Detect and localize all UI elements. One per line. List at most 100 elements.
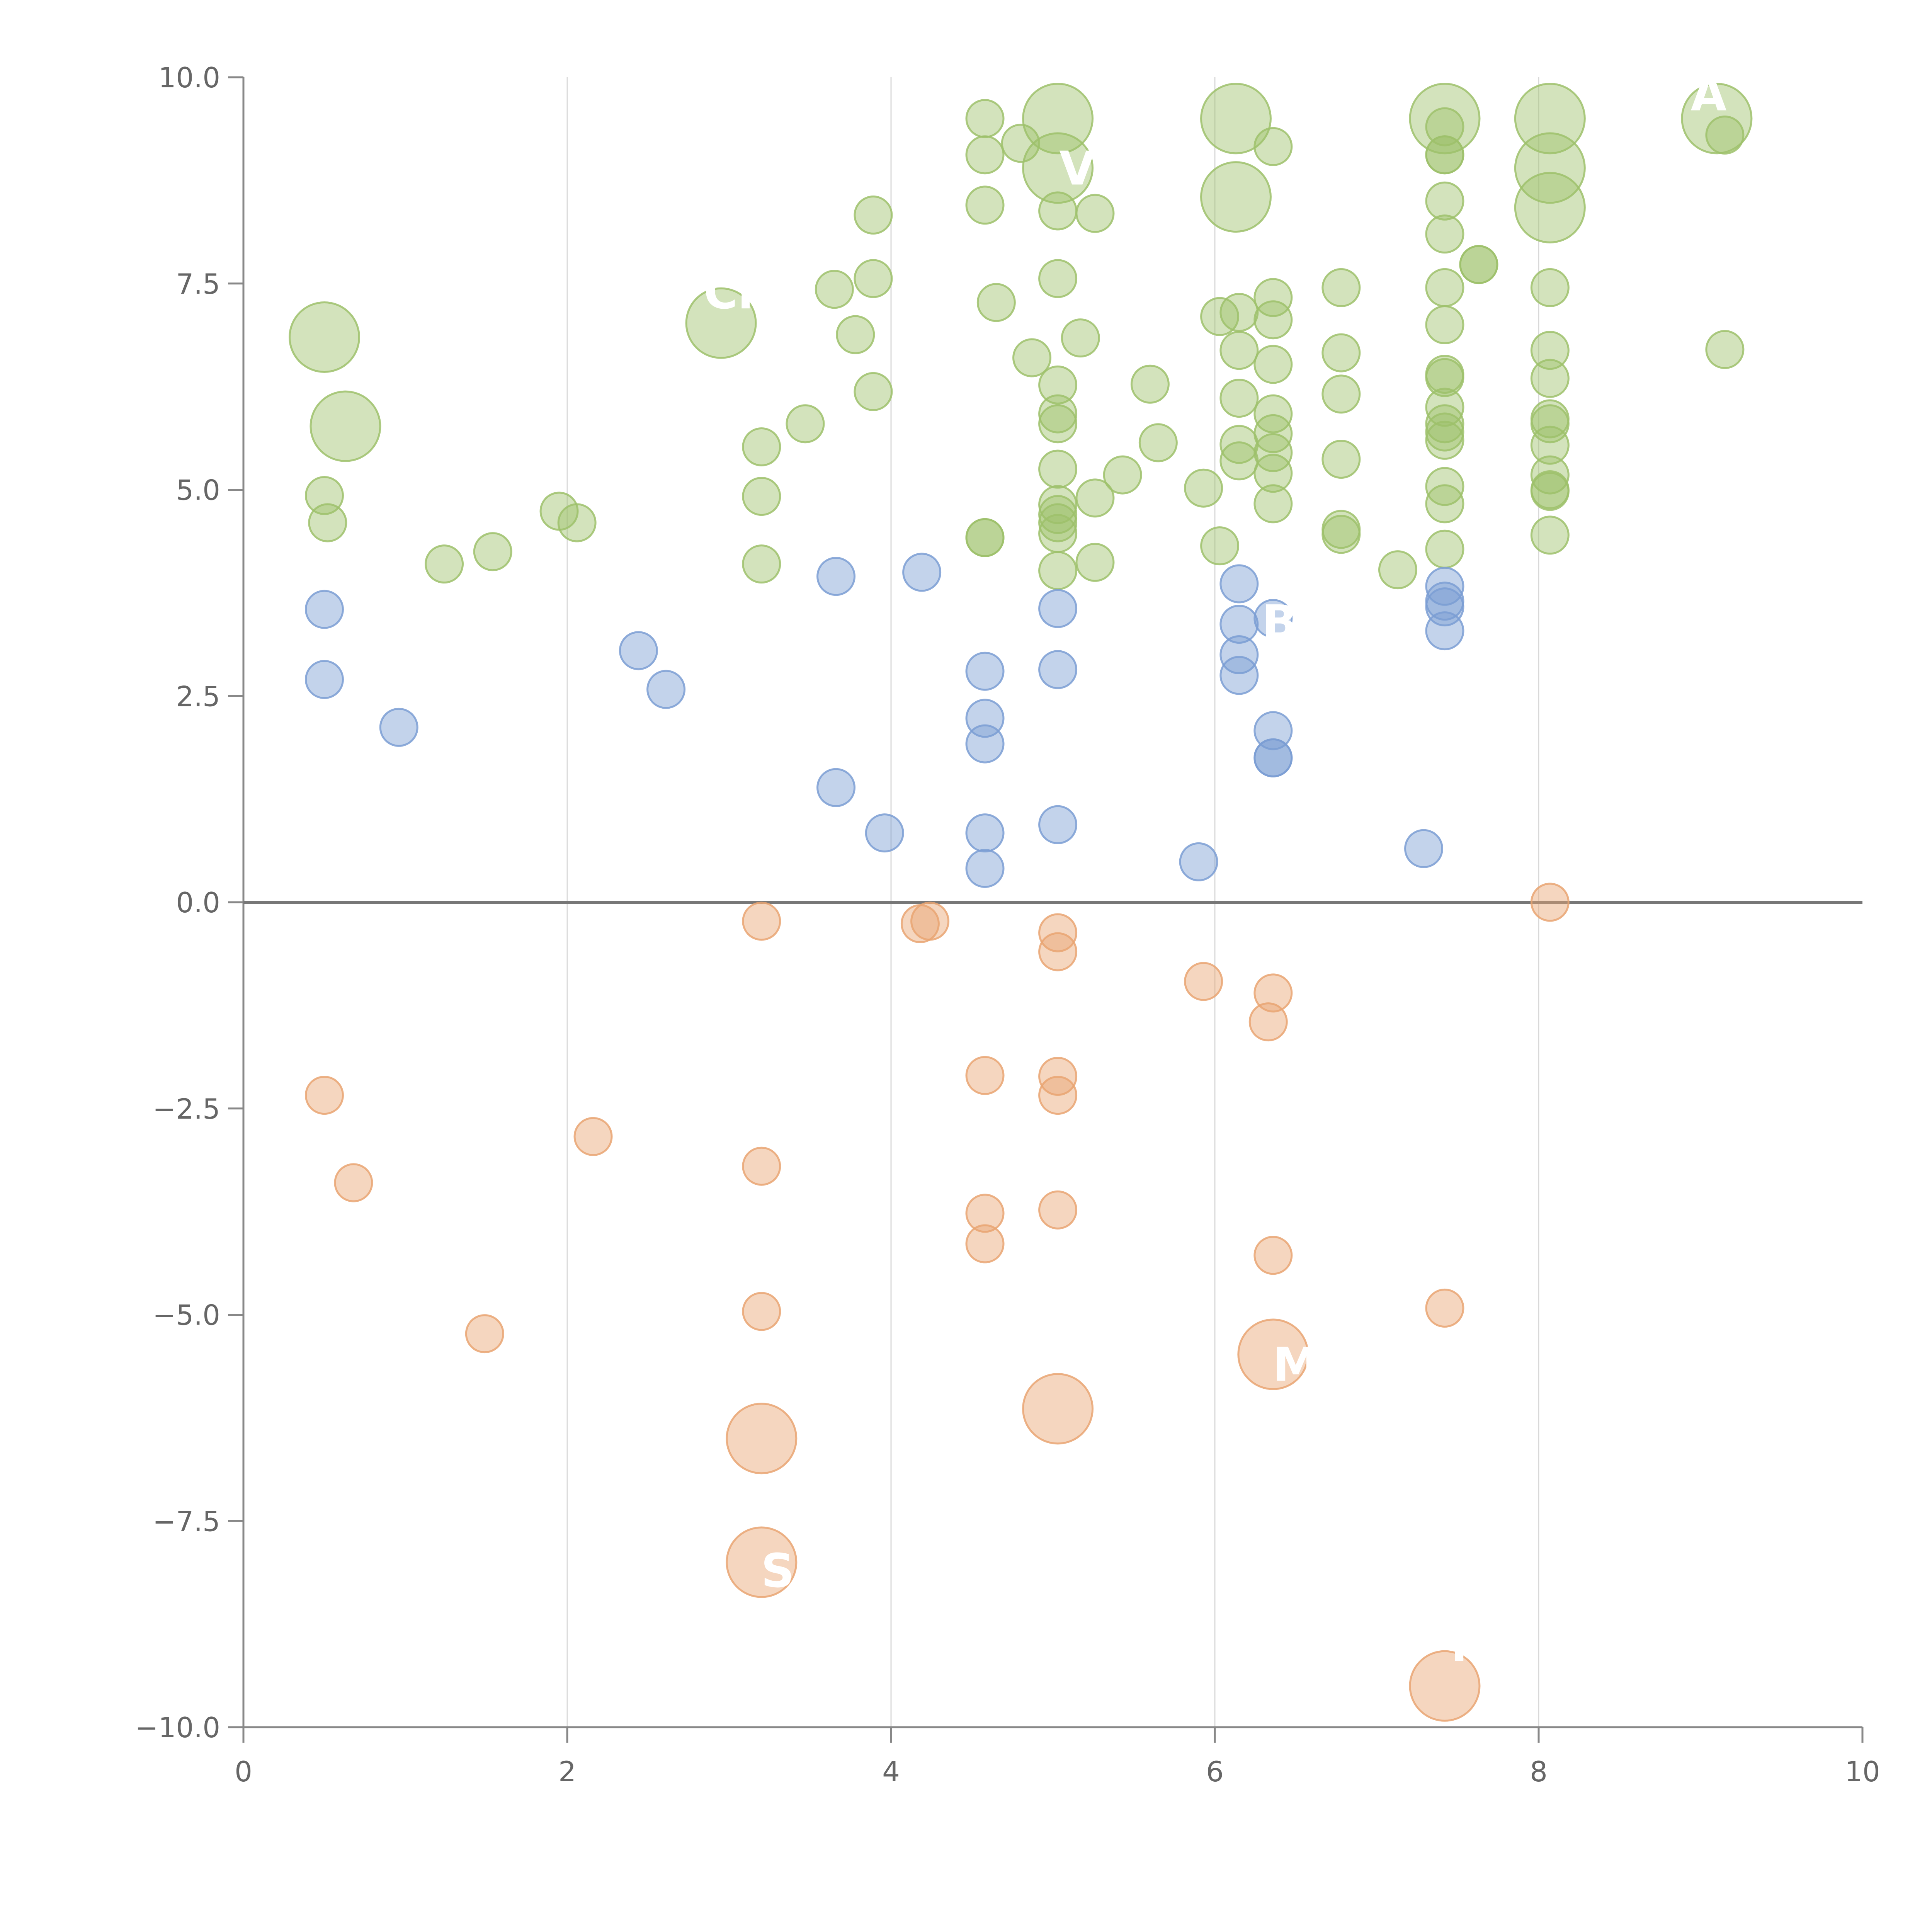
bubble xyxy=(465,1314,504,1354)
large-bubble xyxy=(1514,83,1586,155)
bubble xyxy=(1038,805,1078,844)
large-bubble xyxy=(1409,1650,1481,1722)
y-tick-label: −5.0 xyxy=(153,1299,220,1332)
large-bubble xyxy=(289,301,360,373)
bubble xyxy=(1378,550,1417,590)
bubble xyxy=(1061,318,1100,358)
bubble xyxy=(1253,433,1293,472)
bubble xyxy=(1075,478,1115,518)
bubble xyxy=(742,901,781,941)
bubble xyxy=(1253,1236,1293,1275)
y-tick-label: −2.5 xyxy=(153,1093,220,1125)
bubble xyxy=(1219,379,1259,418)
bubble xyxy=(1219,635,1259,674)
bubble-label: M xyxy=(1451,1619,1497,1672)
bubble xyxy=(305,590,344,629)
bubble xyxy=(965,135,1005,175)
bubble xyxy=(1459,245,1498,284)
bubble xyxy=(1425,587,1464,627)
bubble xyxy=(742,427,781,466)
bubble xyxy=(1425,135,1464,175)
x-tick-label: 6 xyxy=(1206,1755,1224,1788)
bubble xyxy=(742,1146,781,1186)
bubble xyxy=(1425,484,1464,524)
bubble xyxy=(1184,468,1223,508)
bubble xyxy=(1530,515,1570,555)
y-tick-label: 0.0 xyxy=(176,886,220,919)
bubble xyxy=(965,518,1005,557)
bubble xyxy=(1038,932,1078,971)
large-bubble xyxy=(1237,1318,1309,1390)
axes: 0 2 4 6 8 10 10.0 7.5 5.0 2.5 0.0 −2.5 −5.0 −7.5 −10.0 xyxy=(135,61,1880,1788)
bubble xyxy=(1321,440,1361,479)
bubble xyxy=(1425,1288,1464,1328)
bubble xyxy=(1179,842,1218,881)
bubble xyxy=(965,185,1005,225)
bubble-label: V xyxy=(1059,142,1095,196)
large-bubble xyxy=(1200,83,1272,155)
y-tick-label: 2.5 xyxy=(176,680,220,713)
bubble xyxy=(902,553,942,592)
bubble xyxy=(1219,656,1259,695)
bubble xyxy=(1425,404,1464,444)
bubble xyxy=(965,813,1005,853)
x-tick-label: 2 xyxy=(558,1755,576,1788)
bubble xyxy=(865,813,904,853)
large-bubble xyxy=(1514,132,1586,204)
bubble xyxy=(1038,503,1078,543)
bubble xyxy=(1038,365,1078,405)
bubble xyxy=(1425,181,1464,221)
bubble xyxy=(1012,338,1052,378)
bubble xyxy=(1038,449,1078,489)
bubble xyxy=(1530,883,1570,922)
bubble xyxy=(1530,472,1570,511)
bubble xyxy=(1425,566,1464,606)
bubble xyxy=(1425,107,1464,146)
y-tick-label: −7.5 xyxy=(153,1505,220,1537)
y-tick-label: 7.5 xyxy=(176,268,220,300)
bubble xyxy=(1219,441,1259,481)
bubble xyxy=(1425,420,1464,460)
bubble xyxy=(742,477,781,516)
y-tick-label: 5.0 xyxy=(176,474,220,507)
bubble xyxy=(965,651,1005,691)
bubble xyxy=(1404,829,1444,868)
bubble-label: S xyxy=(761,1544,794,1598)
bubble xyxy=(1248,1002,1288,1042)
bubble xyxy=(1130,364,1170,404)
bubble xyxy=(425,544,464,584)
bubble xyxy=(1253,973,1293,1013)
bubble xyxy=(1425,467,1464,506)
large-bubble xyxy=(726,1526,798,1598)
x-tick-label: 10 xyxy=(1845,1755,1880,1788)
bubble xyxy=(854,196,893,235)
bubble xyxy=(1038,191,1078,231)
bubble xyxy=(1253,599,1293,638)
y-tick-label: −10.0 xyxy=(135,1711,220,1744)
bubble xyxy=(1253,394,1293,434)
large-bubble xyxy=(1409,83,1481,155)
bubble xyxy=(1530,268,1570,307)
bubble xyxy=(1038,514,1078,553)
large-bubble xyxy=(1022,1373,1094,1445)
bubble xyxy=(1705,115,1745,155)
bubble xyxy=(965,724,1005,764)
bubble xyxy=(976,283,1016,322)
bubble xyxy=(1219,293,1259,332)
bubble xyxy=(1138,423,1178,463)
x-tick-label: 0 xyxy=(235,1755,252,1788)
bubble xyxy=(1425,268,1464,307)
bubble xyxy=(1253,278,1293,317)
bubble xyxy=(1530,359,1570,398)
bubble xyxy=(816,557,856,596)
bubble xyxy=(308,503,347,543)
bubble xyxy=(786,404,825,444)
bubble xyxy=(1425,305,1464,344)
bubble xyxy=(1425,529,1464,569)
bubble-label: A xyxy=(1691,68,1727,121)
bubble xyxy=(305,1076,344,1115)
bubble xyxy=(557,503,597,543)
bubble xyxy=(573,1117,613,1156)
large-bubble xyxy=(1022,83,1094,155)
bubble xyxy=(1425,358,1464,397)
